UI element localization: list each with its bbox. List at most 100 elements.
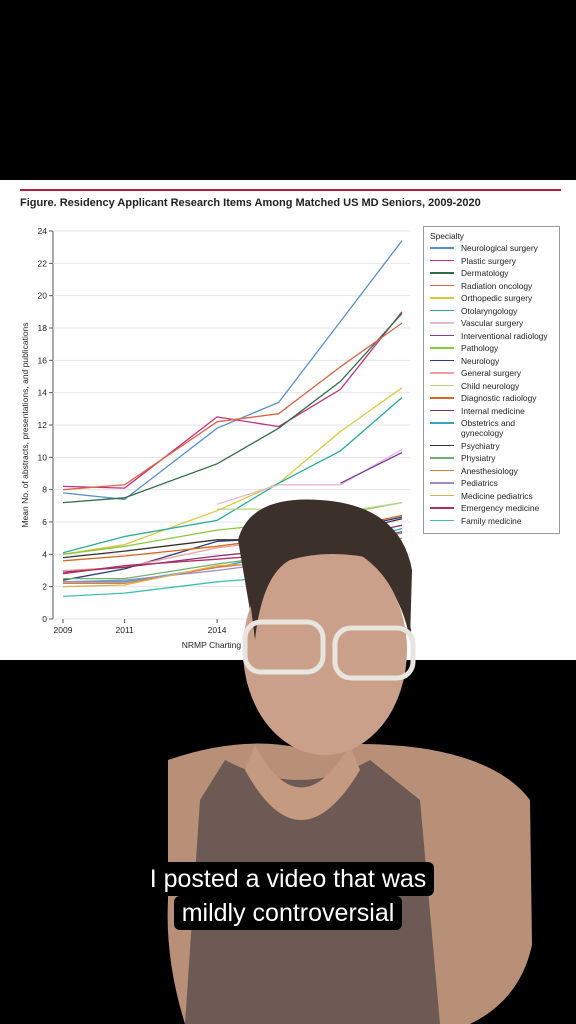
legend: Specialty Neurological surgery Plastic su…	[423, 226, 560, 534]
legend-entry: Otolaryngology	[430, 306, 556, 316]
legend-label: Obstetrics and gynecology	[461, 418, 515, 438]
legend-label: Otolaryngology	[461, 305, 518, 316]
legend-label: Child neurology	[461, 380, 520, 391]
legend-label: Neurological surgery	[461, 243, 538, 253]
y-tick-label: 8	[42, 485, 47, 495]
legend-swatch	[430, 347, 454, 349]
y-tick-label: 0	[42, 614, 47, 624]
hair	[238, 499, 412, 640]
x-tick-label: 2014	[208, 625, 227, 635]
legend-swatch	[430, 284, 454, 287]
caption-line: I posted a video that was	[0, 862, 576, 896]
legend-entry: Vascular surgery	[430, 318, 556, 328]
legend-entry: Emergency medicine	[430, 503, 556, 513]
legend-swatch	[430, 482, 454, 484]
legend-swatch	[430, 397, 454, 399]
legend-label: Orthopedic surgery	[461, 293, 533, 303]
series-line	[62, 387, 403, 555]
legend-swatch	[430, 309, 454, 312]
y-tick-label: 22	[38, 258, 48, 268]
legend-entry: Internal medicine	[430, 406, 556, 416]
legend-label: Plastic surgery	[461, 255, 516, 266]
caption-text: I posted a video that was	[141, 862, 435, 896]
chart-title: Figure. Residency Applicant Research Ite…	[20, 197, 481, 209]
legend-swatch	[430, 247, 454, 249]
legend-label: General surgery	[461, 368, 522, 378]
y-tick-label: 2	[42, 582, 47, 592]
glasses-left	[242, 619, 326, 675]
hair-front	[245, 540, 380, 640]
legend-entry: Orthopedic surgery	[430, 293, 556, 303]
legend-entry: Plastic surgery	[430, 256, 556, 266]
legend-swatch	[430, 469, 454, 472]
legend-swatch	[430, 322, 454, 324]
legend-entry: Psychiatry	[430, 441, 556, 451]
legend-label: Physiatry	[461, 453, 496, 463]
legend-swatch	[430, 494, 454, 497]
legend-swatch	[430, 519, 454, 522]
legend-swatch	[430, 272, 454, 274]
caption-line: mildly controversial	[0, 896, 576, 930]
legend-label: Psychiatry	[461, 440, 500, 451]
series-line	[216, 448, 403, 505]
legend-entry: Neurology	[430, 356, 556, 366]
y-tick-label: 20	[38, 291, 48, 301]
legend-entry: Family medicine	[430, 516, 556, 526]
legend-title: Specialty	[430, 231, 464, 241]
legend-entry: Dermatology	[430, 268, 556, 278]
legend-swatch	[430, 409, 454, 412]
legend-label: Diagnostic radiology	[461, 393, 537, 403]
legend-entry: Pathology	[430, 343, 556, 353]
legend-entry: Diagnostic radiology	[430, 393, 556, 403]
legend-swatch	[430, 384, 454, 387]
legend-swatch	[430, 457, 454, 459]
y-tick-label: 10	[38, 452, 48, 462]
legend-label: Pediatrics	[461, 478, 498, 488]
legend-label: Emergency medicine	[461, 503, 540, 513]
legend-entry: Obstetrics and gynecology	[430, 418, 556, 438]
legend-entry: Anesthesiology	[430, 466, 556, 476]
series-line	[340, 451, 403, 484]
legend-label: Internal medicine	[461, 405, 525, 416]
legend-entry: General surgery	[430, 368, 556, 378]
legend-swatch	[430, 259, 454, 262]
legend-entry: Neurological surgery	[430, 243, 556, 253]
glasses-right	[332, 625, 416, 681]
x-axis-label: NRMP Charting Outcomes	[182, 640, 282, 650]
x-tick-label: 2009	[54, 625, 73, 635]
legend-entry: Physiatry	[430, 453, 556, 463]
series-line	[62, 397, 403, 554]
y-tick-label: 6	[42, 517, 47, 527]
legend-label: Interventional radiology	[461, 330, 548, 341]
series-line	[62, 322, 403, 491]
legend-label: Medicine pediatrics	[461, 490, 533, 501]
legend-swatch	[430, 422, 454, 424]
legend-swatch	[430, 297, 454, 299]
x-tick-label: 2011	[115, 625, 134, 635]
legend-entry: Interventional radiology	[430, 331, 556, 341]
legend-label: Radiation oncology	[461, 280, 533, 291]
legend-swatch	[430, 334, 454, 337]
legend-label: Pathology	[461, 343, 499, 353]
y-tick-label: 24	[38, 226, 48, 236]
legend-swatch	[430, 507, 454, 509]
series-line	[62, 311, 403, 489]
series-line	[62, 312, 403, 504]
legend-label: Family medicine	[461, 515, 522, 526]
y-tick-label: 12	[38, 420, 48, 430]
legend-entry: Child neurology	[430, 381, 556, 391]
caption-text: mildly controversial	[173, 896, 403, 930]
y-tick-label: 14	[38, 388, 48, 398]
legend-swatch	[430, 372, 454, 374]
legend-entry: Pediatrics	[430, 478, 556, 488]
legend-swatch	[430, 444, 454, 447]
legend-label: Anesthesiology	[461, 465, 518, 476]
y-tick-label: 18	[38, 323, 48, 333]
y-tick-label: 16	[38, 355, 48, 365]
y-axis-label: Mean No. of abstracts, presentations, an…	[20, 322, 30, 527]
legend-label: Vascular surgery	[461, 318, 524, 328]
legend-entry: Medicine pediatrics	[430, 491, 556, 501]
legend-label: Dermatology	[461, 268, 509, 278]
